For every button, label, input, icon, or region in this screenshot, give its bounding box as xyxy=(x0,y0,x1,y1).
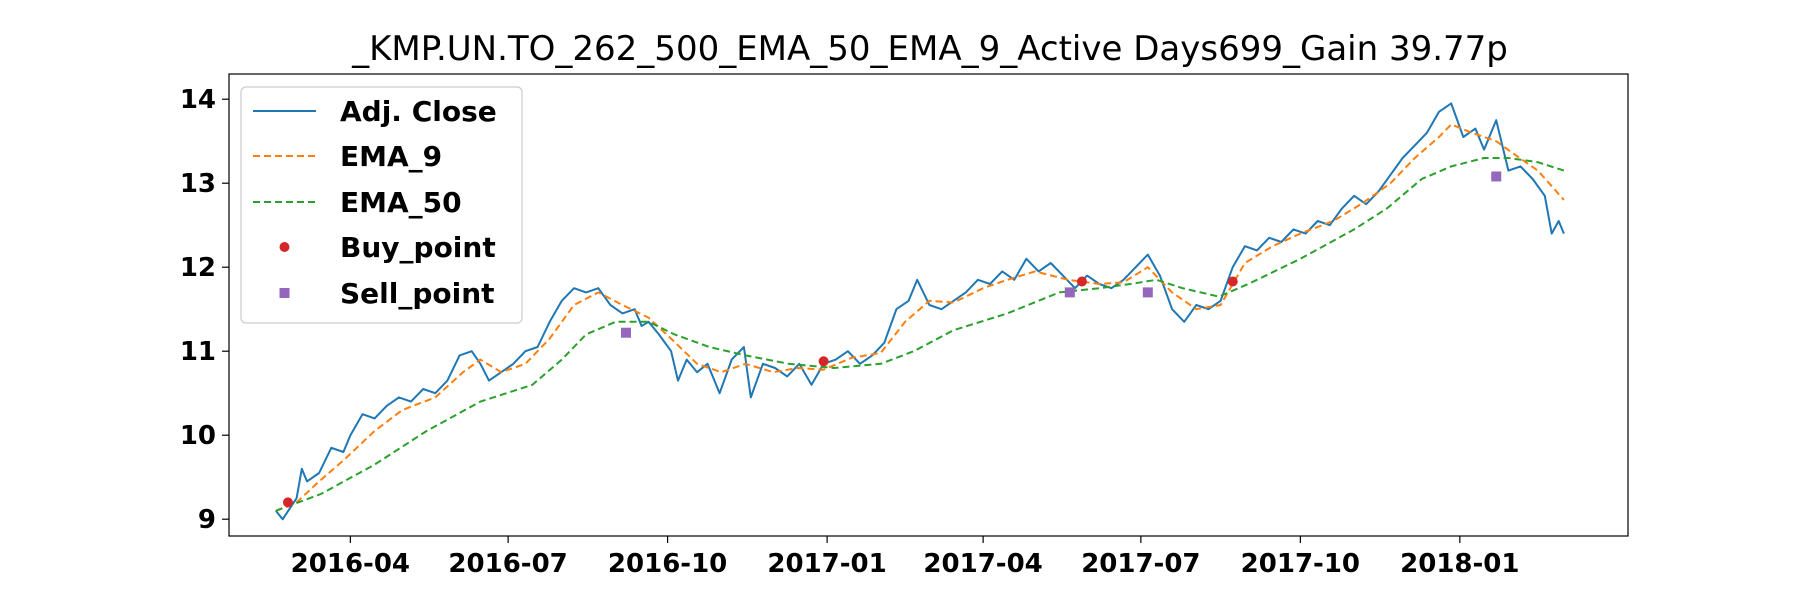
legend-label: Sell_point xyxy=(340,277,495,310)
legend-handle-buy-point xyxy=(279,242,290,252)
y-tick-label: 11 xyxy=(180,337,216,367)
legend: Adj. Close EMA_9 EMA_50 Buy_point Sell_point xyxy=(240,86,523,324)
chart-title: _KMP.UN.TO_262_500_EMA_50_EMA_9_Active D… xyxy=(351,29,1508,69)
x-tick-label: 2016-10 xyxy=(608,549,727,579)
x-tick-label: 2017-07 xyxy=(1081,549,1200,579)
sell-point-marker xyxy=(1491,171,1502,182)
legend-label: Adj. Close xyxy=(340,95,497,128)
plot-area xyxy=(228,73,1629,537)
sell-point-marker xyxy=(1064,287,1075,298)
series-line-ema-50 xyxy=(275,157,1565,512)
y-tick-label: 10 xyxy=(180,421,216,451)
y-tick-label: 9 xyxy=(198,505,216,535)
x-tick-label: 2016-07 xyxy=(448,549,567,579)
x-tick-label: 2017-10 xyxy=(1241,549,1360,579)
sell-point-marker xyxy=(1142,287,1153,298)
legend-label: Buy_point xyxy=(340,231,496,264)
x-tick-label: 2016-04 xyxy=(291,549,410,579)
x-tick-label: 2018-01 xyxy=(1400,549,1519,579)
x-tick-label: 2017-01 xyxy=(767,549,886,579)
y-tick-label: 12 xyxy=(180,253,216,283)
x-tick-label: 2017-04 xyxy=(923,549,1042,579)
buy-point-marker xyxy=(818,356,829,367)
sell-point-marker xyxy=(620,327,631,338)
series-line-ema-9 xyxy=(275,123,1565,512)
legend-label: EMA_50 xyxy=(340,186,462,219)
plot-frame xyxy=(228,73,1629,537)
axis-ticks: 9 10 11 12 13 14 2016-04 2016-07 2016-10 2017-01 2… xyxy=(180,85,1520,579)
legend-label: EMA_9 xyxy=(340,140,442,173)
y-tick-label: 14 xyxy=(180,85,216,115)
legend-handle-sell-point xyxy=(279,288,290,298)
legend-box xyxy=(240,86,523,324)
buy-point-marker xyxy=(1076,276,1087,287)
buy-point-marker xyxy=(1227,276,1238,287)
buy-point-marker xyxy=(282,497,293,508)
y-tick-label: 13 xyxy=(180,169,216,199)
